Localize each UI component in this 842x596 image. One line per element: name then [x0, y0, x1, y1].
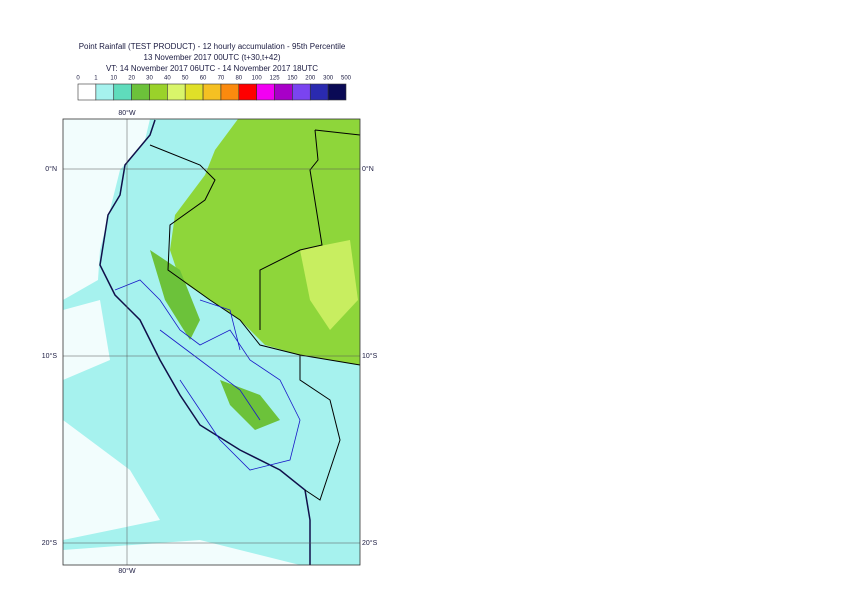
title-line: VT: 14 November 2017 06UTC - 14 November…	[106, 64, 318, 73]
legend-swatch	[77, 83, 97, 101]
legend-tick-label: 20	[128, 76, 135, 82]
legend-tick-label: 50	[182, 76, 189, 82]
legend-swatch	[167, 83, 186, 101]
legend-tick-label: 10	[110, 76, 117, 82]
legend-tick-label: 100	[252, 76, 263, 82]
legend-tick-label: 70	[218, 76, 225, 82]
legend-swatch	[113, 83, 132, 101]
legend-swatch	[202, 83, 222, 101]
legend-tick-label: 60	[200, 76, 207, 82]
legend-tick-label: 500	[341, 76, 352, 82]
legend-tick-label: 80	[235, 76, 242, 82]
graticule-label: 0°N	[45, 165, 57, 173]
coastline	[99, 119, 311, 565]
ocean-dry	[63, 119, 300, 565]
rain-area	[150, 250, 280, 430]
border	[149, 129, 361, 501]
region-border	[114, 279, 301, 471]
legend-swatch	[95, 83, 115, 101]
rain-area	[300, 240, 358, 330]
legend-swatch	[256, 83, 275, 101]
graticule-label: 10°S	[42, 352, 58, 360]
legend-swatch	[184, 83, 204, 101]
legend-swatch	[327, 83, 347, 101]
legend-swatch	[274, 83, 293, 101]
legend-swatch	[238, 83, 257, 101]
graticule-label: 20°S	[42, 539, 58, 547]
legend-swatch	[220, 83, 240, 101]
graticule-label: 20°S	[362, 539, 378, 547]
legend-tick-label: 200	[305, 76, 316, 82]
legend-swatch	[292, 83, 311, 101]
map: 80°W 80°W 0°N 0°N 10°S 10°S 20°S 20°S	[42, 109, 378, 575]
map-frame	[62, 118, 361, 566]
legend-tick-label: 300	[323, 76, 334, 82]
legend-swatch	[131, 83, 150, 101]
graticule-label: 10°S	[362, 352, 378, 360]
graticule-label: 80°W	[118, 567, 136, 575]
legend-tick-label: 30	[146, 76, 153, 82]
graticule-label: 0°N	[362, 165, 374, 173]
graticule-label: 80°W	[118, 109, 136, 117]
legend-tick-label: 125	[270, 76, 281, 82]
title-line: 13 November 2017 00UTC (t+30,t+42)	[144, 53, 281, 62]
legend-swatch	[309, 83, 329, 101]
legend-tick-label: 0	[76, 76, 80, 82]
legend-tick-label: 150	[287, 76, 298, 82]
title-line: Point Rainfall (TEST PRODUCT) - 12 hourl…	[79, 42, 346, 51]
legend-tick-label: 40	[164, 76, 171, 82]
legend-swatch	[149, 83, 168, 101]
legend-tick-label: 1	[94, 76, 98, 82]
